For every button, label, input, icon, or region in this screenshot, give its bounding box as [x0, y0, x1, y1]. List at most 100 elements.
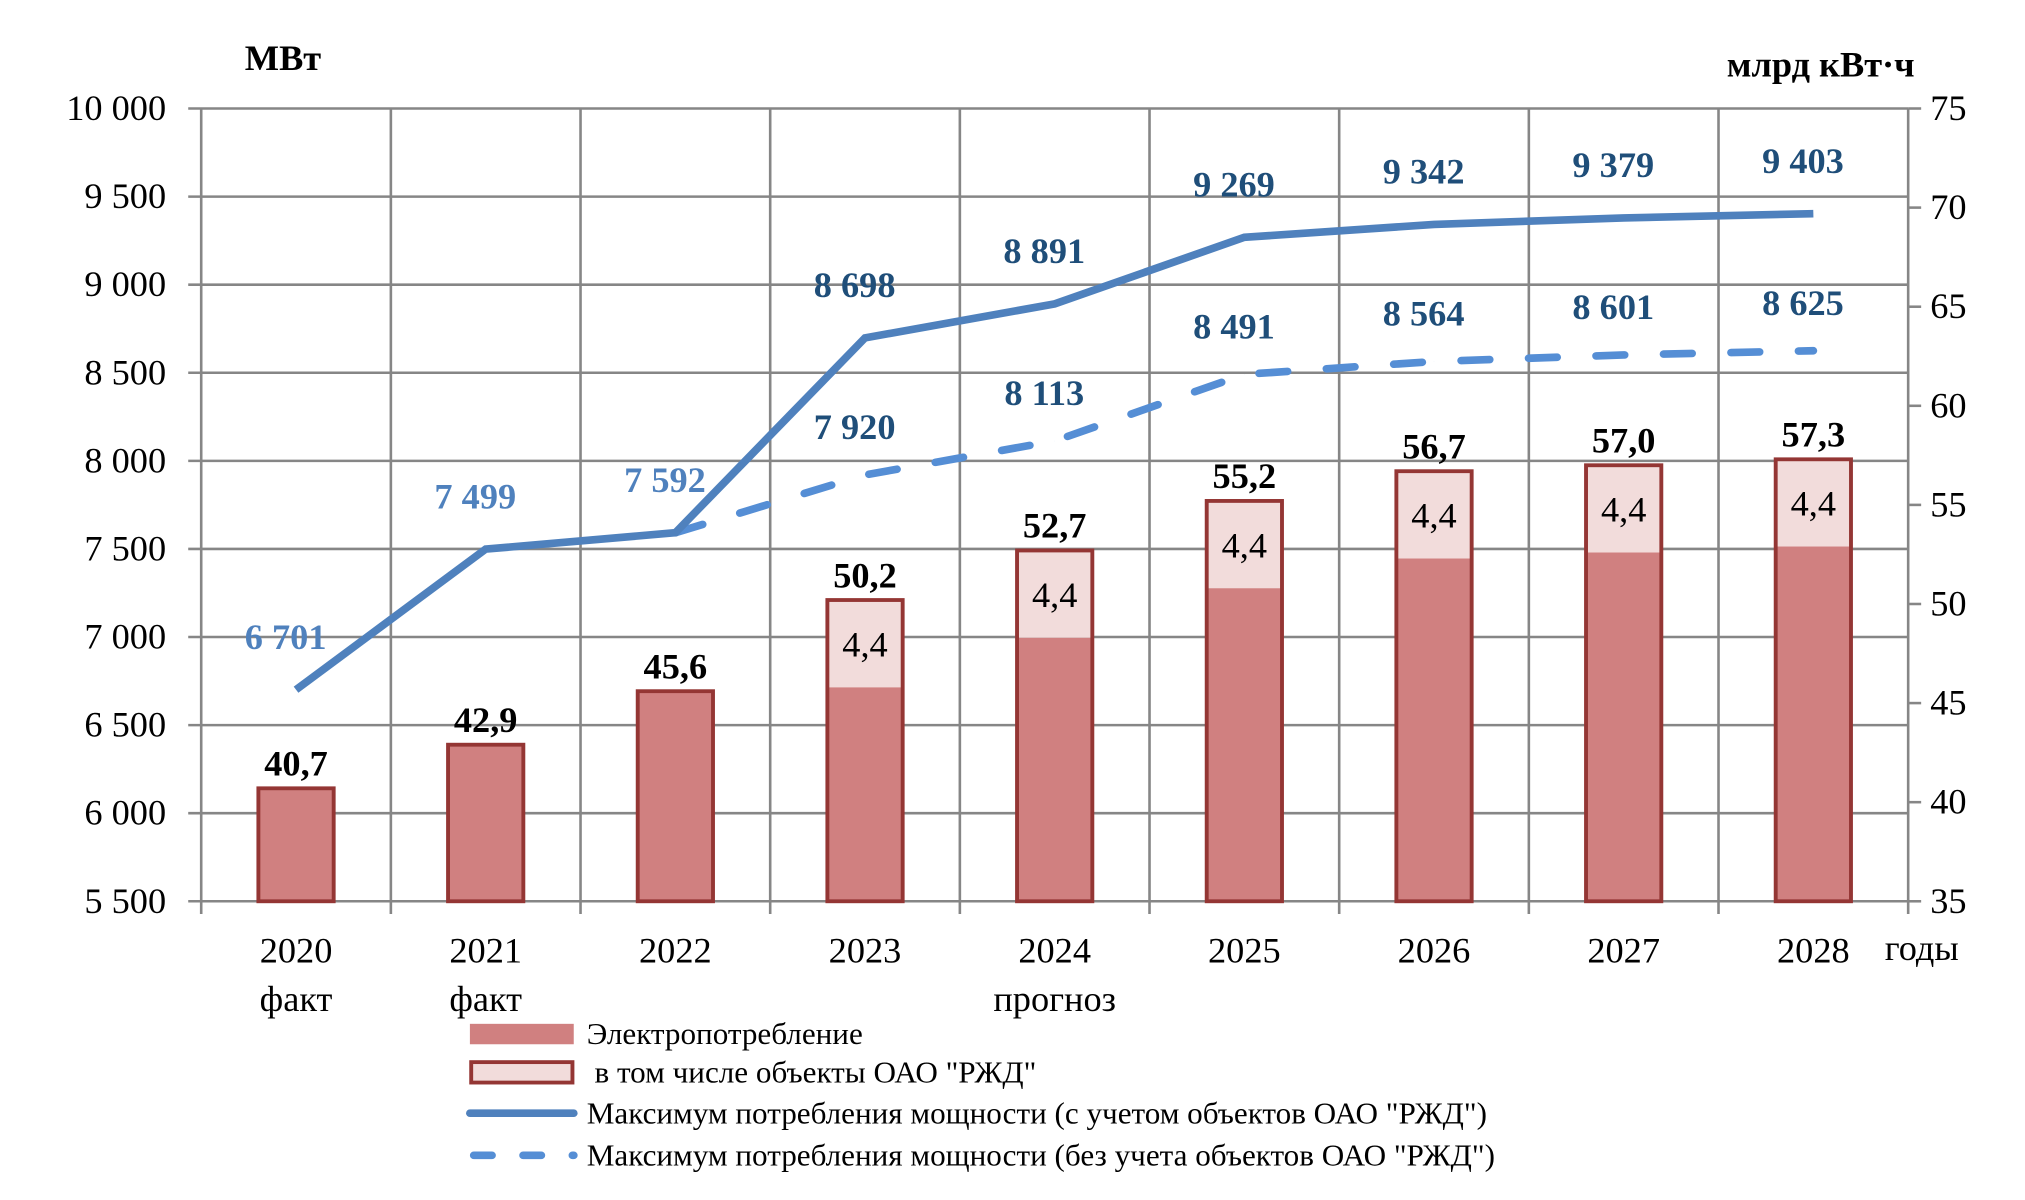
line-with-rzd-label: 8 698: [814, 265, 896, 305]
line-with-rzd-label: 9 269: [1193, 165, 1275, 205]
bar-total-label: 40,7: [264, 744, 328, 784]
bar-outline: [256, 786, 336, 904]
left-tick-label: 9 500: [84, 176, 166, 216]
line-without-rzd-label: 7 920: [814, 407, 896, 447]
line-without-rzd-label: 8 113: [1004, 373, 1084, 413]
x-tick-label: 2024: [1018, 931, 1091, 971]
line-without-rzd-label: 8 564: [1383, 294, 1465, 334]
bar-part-label: 4,4: [842, 625, 887, 665]
bar-outline: [446, 742, 526, 904]
left-tick-label: 7 000: [84, 617, 166, 657]
line-with-rzd-label: 6 701: [245, 617, 327, 657]
right-tick-label: 50: [1930, 584, 1966, 624]
legend: Электропотребление в том числе объекты ОА…: [466, 1016, 1495, 1173]
bar-outline: [635, 689, 715, 904]
bar-outline: [1773, 457, 1853, 904]
x-tick-sublabel: факт: [449, 979, 522, 1019]
bar-consumption: [1586, 552, 1662, 902]
line-with-rzd-label: 9 403: [1762, 141, 1844, 181]
right-tick-label: 70: [1930, 187, 1966, 227]
labels: 40,7 42,9 45,6 4,4 50,2 4,4 52,7 4,4 55,2 4,4 56,7…: [245, 141, 1845, 783]
bar-rzd-part: [1017, 550, 1093, 638]
x-tick-sublabel: факт: [260, 979, 333, 1019]
bar-consumption: [448, 744, 524, 902]
bar-total-label: 56,7: [1402, 427, 1466, 467]
line-without-rzd-label: 8 601: [1572, 287, 1654, 327]
bar-part-label: 4,4: [1601, 490, 1646, 530]
x-axis-title: годы: [1885, 928, 1959, 968]
bar-consumption: [1017, 637, 1093, 902]
right-tick-label: 35: [1930, 881, 1966, 921]
legend-label: в том числе объекты ОАО "РЖД": [595, 1055, 1037, 1090]
left-tick-label: 6 500: [84, 705, 166, 745]
bar-total-label: 55,2: [1213, 456, 1277, 496]
bars: [256, 457, 1853, 904]
left-tick-label: 9 000: [84, 264, 166, 304]
bar-part-label: 4,4: [1032, 575, 1077, 615]
bar-total-label: 42,9: [454, 700, 518, 740]
line-without-rzd-label: 8 491: [1193, 307, 1275, 347]
bar-outline: [1015, 548, 1095, 904]
bar-rzd-part: [1586, 465, 1662, 553]
lines: [293, 209, 1818, 693]
bar-consumption: [827, 687, 903, 902]
bar-consumption: [258, 788, 334, 902]
bar-outline: [1204, 499, 1284, 904]
line-with-rzd-label: 7 592: [624, 460, 706, 500]
right-tick-label: 65: [1930, 286, 1966, 326]
x-tick-label: 2020: [260, 931, 333, 971]
x-tick-label: 2028: [1777, 931, 1850, 971]
right-tick-label: 60: [1930, 386, 1966, 426]
x-tick-label: 2027: [1587, 931, 1660, 971]
right-tick-label: 75: [1930, 88, 1966, 128]
bar-total-label: 57,0: [1592, 421, 1656, 461]
bar-total-label: 45,6: [644, 647, 708, 687]
left-tick-label: 6 000: [84, 793, 166, 833]
legend-label: Максимум потребления мощности (с учетом …: [587, 1096, 1487, 1131]
line-without-rzd-label: 8 625: [1762, 283, 1844, 323]
bar-part-label: 4,4: [1222, 526, 1267, 566]
axes: 5 500 6 000 6 500 7 000 7 500 8 000 8 500 9 000…: [66, 38, 1966, 1019]
left-tick-label: 10 000: [66, 88, 166, 128]
line-with-rzd-label: 9 342: [1383, 152, 1465, 192]
left-axis-title: МВт: [245, 38, 322, 78]
x-tick-label: 2022: [639, 931, 712, 971]
right-tick-label: 45: [1930, 683, 1966, 723]
x-tick-sublabel: прогноз: [993, 979, 1116, 1019]
bar-outline: [1584, 463, 1664, 904]
bar-total-label: 50,2: [833, 556, 897, 596]
bar-consumption: [1396, 558, 1472, 902]
bar-consumption: [637, 691, 714, 902]
left-tick-label: 8 500: [84, 353, 166, 393]
line-with-rzd-label: 7 499: [434, 477, 516, 517]
left-tick-label: 7 500: [84, 529, 166, 569]
legend-label: Максимум потребления мощности (без учета…: [587, 1138, 1495, 1173]
right-tick-label: 55: [1930, 485, 1966, 525]
bar-part-label: 4,4: [1791, 484, 1836, 524]
x-tick-label: 2021: [449, 931, 522, 971]
line-with-rzd-label: 8 891: [1003, 231, 1085, 271]
bar-consumption: [1206, 588, 1282, 902]
left-tick-label: 8 000: [84, 441, 166, 481]
legend-label: Электропотребление: [587, 1016, 863, 1051]
right-tick-label: 40: [1930, 782, 1966, 822]
right-axis-title: млрд кВт·ч: [1727, 45, 1915, 85]
line-with-rzd-label: 9 379: [1572, 145, 1654, 185]
bar-total-label: 57,3: [1782, 415, 1846, 455]
bar-consumption: [1775, 546, 1851, 902]
legend-swatch-consumption: [469, 1023, 574, 1045]
x-tick-label: 2023: [829, 931, 902, 971]
bar-outline: [1394, 469, 1474, 904]
bar-rzd-part: [1396, 471, 1472, 559]
legend-swatch-rzd: [469, 1060, 575, 1085]
bar-total-label: 52,7: [1023, 506, 1087, 546]
bar-part-label: 4,4: [1411, 496, 1456, 536]
bar-rzd-part: [827, 600, 903, 688]
x-tick-label: 2025: [1208, 931, 1281, 971]
bar-rzd-part: [1775, 459, 1851, 547]
bar-rzd-part: [1206, 500, 1282, 589]
bar-outline: [825, 598, 905, 904]
left-tick-label: 5 500: [84, 881, 166, 921]
x-tick-label: 2026: [1398, 931, 1471, 971]
